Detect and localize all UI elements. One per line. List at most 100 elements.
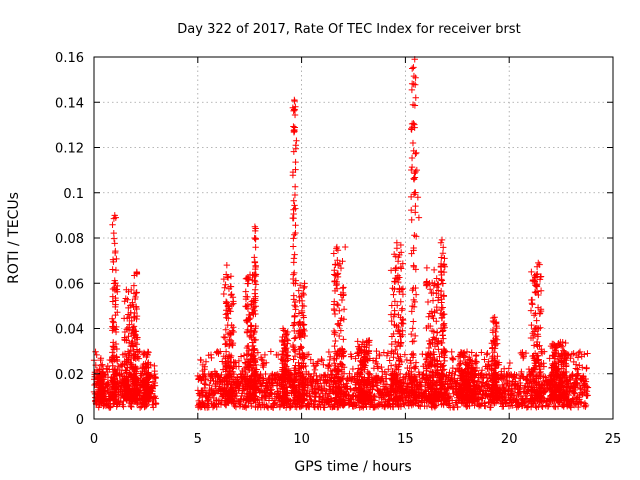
data-point: [111, 240, 118, 247]
data-point: [412, 202, 419, 210]
data-point: [395, 278, 402, 286]
data-point: [232, 403, 240, 411]
data-point: [409, 139, 417, 147]
data-point: [327, 353, 334, 360]
data-point: [251, 254, 258, 261]
data-point: [330, 305, 338, 313]
data-points: [90, 56, 592, 411]
data-point: [223, 261, 231, 269]
data-point: [136, 404, 144, 411]
data-point: [409, 338, 416, 345]
data-point: [220, 290, 227, 298]
data-point: [415, 214, 423, 221]
data-point: [289, 322, 297, 329]
data-point: [92, 348, 99, 355]
data-point: [213, 403, 220, 411]
data-point: [152, 400, 160, 407]
data-point: [218, 371, 225, 379]
data-point: [221, 284, 228, 291]
data-point: [222, 348, 230, 355]
data-point: [423, 264, 431, 272]
data-point: [373, 347, 380, 355]
data-point: [292, 222, 299, 229]
data-point: [268, 386, 275, 393]
data-point: [409, 325, 416, 332]
data-point: [331, 329, 339, 336]
data-point: [408, 351, 415, 358]
data-point: [290, 356, 297, 363]
data-point: [109, 221, 116, 228]
data-point: [430, 266, 438, 274]
data-point: [320, 361, 327, 368]
data-point: [456, 360, 464, 368]
data-point: [197, 356, 205, 364]
data-point: [291, 313, 298, 321]
data-point: [258, 355, 265, 363]
data-point: [325, 348, 333, 356]
data-point: [438, 236, 446, 244]
data-point: [534, 304, 542, 311]
data-point: [527, 307, 535, 314]
data-point: [397, 298, 404, 305]
grid-lines: [94, 57, 613, 419]
data-point: [235, 363, 243, 370]
data-point: [334, 247, 342, 254]
data-point: [291, 298, 299, 306]
data-point: [438, 254, 445, 261]
data-point: [93, 351, 100, 359]
data-point: [289, 243, 297, 250]
data-point: [217, 348, 224, 355]
data-point: [283, 351, 290, 359]
data-point: [378, 363, 385, 371]
data-point: [412, 150, 419, 157]
data-point: [331, 267, 338, 274]
data-point: [433, 318, 440, 325]
data-point: [534, 325, 541, 332]
data-point: [408, 216, 415, 224]
data-point: [237, 353, 245, 360]
data-point: [118, 370, 125, 377]
data-point: [291, 301, 298, 309]
data-point: [267, 387, 274, 394]
data-point: [291, 251, 298, 258]
data-point: [104, 379, 111, 387]
data-point: [330, 327, 338, 335]
data-point: [425, 313, 432, 320]
data-point: [113, 255, 120, 263]
data-point: [290, 259, 297, 266]
data-point: [202, 358, 210, 365]
data-point: [318, 357, 326, 364]
data-point: [409, 65, 416, 72]
data-point: [110, 235, 118, 242]
data-point: [398, 320, 406, 327]
data-point: [439, 280, 446, 287]
data-point: [333, 243, 341, 251]
data-point: [439, 304, 446, 311]
data-point: [491, 313, 498, 321]
data-point: [331, 310, 339, 318]
data-point: [337, 264, 345, 272]
data-point: [408, 154, 416, 162]
data-point: [392, 265, 399, 272]
data-point: [290, 197, 297, 204]
data-point: [412, 94, 419, 101]
data-point: [110, 229, 117, 237]
data-point: [260, 377, 267, 384]
data-point: [441, 255, 448, 262]
data-point: [537, 324, 544, 332]
data-point: [220, 333, 228, 341]
data-point: [390, 291, 397, 298]
data-point: [240, 352, 248, 359]
data-point: [291, 335, 298, 342]
data-point: [334, 261, 342, 269]
data-point: [292, 142, 299, 149]
data-point: [410, 64, 417, 71]
data-point: [201, 363, 208, 370]
data-point: [411, 332, 419, 340]
data-point: [408, 86, 416, 94]
data-point: [438, 276, 445, 283]
data-point: [528, 268, 535, 276]
data-point: [584, 350, 591, 357]
data-point: [398, 265, 405, 272]
